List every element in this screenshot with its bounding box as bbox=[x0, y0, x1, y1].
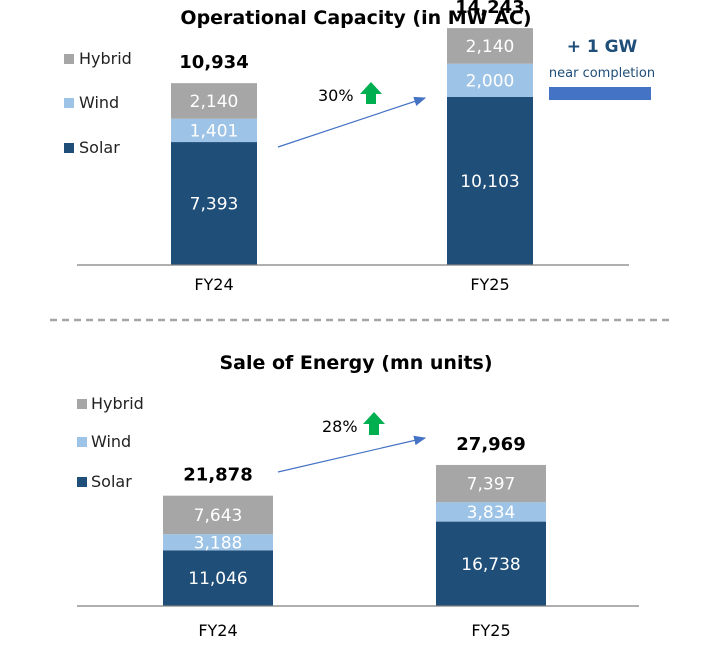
chart1-legend-wind-swatch bbox=[64, 98, 74, 108]
chart1-label-fy24-wind: 1,401 bbox=[190, 121, 239, 141]
chart1-legend-solar-swatch bbox=[64, 143, 74, 153]
chart1-category-fy25: FY25 bbox=[470, 275, 509, 294]
chart1-title: Operational Capacity (in MW AC) bbox=[180, 7, 531, 29]
chart1-total-fy25: 14,243 bbox=[455, 0, 524, 18]
chart1-label-fy25-wind: 2,000 bbox=[466, 71, 515, 91]
chart2-growth-arrow bbox=[277, 435, 427, 473]
chart2-label-fy25-wind: 3,834 bbox=[467, 503, 516, 523]
chart2-label-fy25-solar: 16,738 bbox=[461, 555, 520, 575]
chart2-label-fy24-wind: 3,188 bbox=[194, 533, 243, 553]
chart2-total-fy24: 21,878 bbox=[183, 465, 252, 486]
chart2-bar-fy25-solar bbox=[436, 521, 546, 606]
chart2-bars: 11,046 3,188 7,643 21,878 16,738 3,834 7,397 27… bbox=[163, 434, 546, 606]
capacity-annotation-bar bbox=[549, 87, 651, 100]
chart2-growth-up-icon bbox=[363, 412, 385, 435]
chart1-label-fy24-hybrid: 2,140 bbox=[190, 92, 239, 112]
chart1-total-fy24: 10,934 bbox=[179, 52, 248, 73]
chart1-bar-fy25-solar bbox=[447, 96, 533, 265]
chart2-legend-solar: Solar bbox=[91, 472, 132, 491]
chart2-legend-solar-swatch bbox=[77, 477, 87, 487]
chart1-legend-hybrid: Hybrid bbox=[79, 49, 132, 68]
chart2-title: Sale of Energy (mn units) bbox=[219, 352, 492, 374]
chart2-bar-fy25-wind bbox=[436, 502, 546, 522]
chart1-growth-label: 30% bbox=[318, 86, 354, 105]
chart1-growth-arrow bbox=[277, 96, 427, 148]
chart2-bar-fy24-wind bbox=[163, 534, 273, 551]
chart2-growth-label: 28% bbox=[322, 417, 358, 436]
chart2-bar-fy24-solar bbox=[163, 550, 273, 606]
chart2-legend-hybrid-swatch bbox=[77, 399, 87, 409]
chart2-total-fy25: 27,969 bbox=[456, 434, 525, 455]
capacity-annotation-main: + 1 GW bbox=[567, 37, 638, 57]
chart2-label-fy24-solar: 11,046 bbox=[188, 569, 247, 589]
chart2-label-fy24-hybrid: 7,643 bbox=[194, 506, 243, 526]
chart1-label-fy25-solar: 10,103 bbox=[460, 172, 519, 192]
chart2-bar-fy24-hybrid bbox=[163, 495, 273, 535]
chart1-label-fy25-hybrid: 2,140 bbox=[466, 37, 515, 57]
chart2-legend-wind: Wind bbox=[91, 432, 131, 451]
chart1-legend-solar: Solar bbox=[79, 138, 120, 157]
chart2-category-fy25: FY25 bbox=[471, 621, 510, 640]
chart1-label-fy24-solar: 7,393 bbox=[190, 195, 239, 215]
chart2-bar-fy25-hybrid bbox=[436, 464, 546, 503]
chart1-bar-fy24-wind bbox=[171, 118, 257, 143]
chart2-category-fy24: FY24 bbox=[198, 621, 237, 640]
chart1-bar-fy24-solar bbox=[171, 142, 257, 265]
chart2-label-fy25-hybrid: 7,397 bbox=[467, 475, 516, 495]
chart1-bar-fy24-hybrid bbox=[171, 83, 257, 119]
chart1-legend-hybrid-swatch bbox=[64, 54, 74, 64]
chart1-bar-fy25-wind bbox=[447, 63, 533, 97]
chart2-legend-hybrid: Hybrid bbox=[91, 394, 144, 413]
chart1-growth-up-icon bbox=[360, 82, 382, 104]
chart2-legend-wind-swatch bbox=[77, 437, 87, 447]
chart1-category-fy24: FY24 bbox=[194, 275, 233, 294]
chart1-bar-fy25-hybrid bbox=[447, 28, 533, 64]
capacity-annotation-sub: near completion bbox=[549, 66, 655, 81]
chart1-legend-wind: Wind bbox=[79, 93, 119, 112]
chart1-bars: 7,393 1,401 2,140 10,934 10,103 2,000 2,140 14,… bbox=[171, 0, 533, 265]
